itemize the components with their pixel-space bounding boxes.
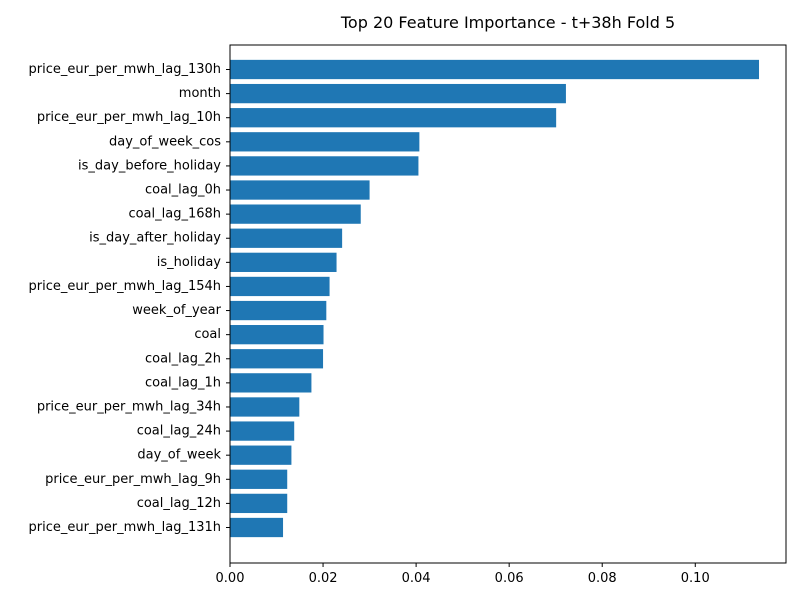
bar bbox=[230, 300, 327, 321]
x-tick-label: 0.06 bbox=[495, 571, 524, 586]
bar bbox=[230, 373, 312, 393]
bar bbox=[230, 108, 557, 128]
bar bbox=[230, 228, 343, 248]
bar bbox=[230, 132, 420, 152]
y-axis-ticks bbox=[226, 69, 230, 528]
y-tick-label: price_eur_per_mwh_lag_131h bbox=[29, 520, 221, 535]
x-tick-label: 0.00 bbox=[216, 571, 245, 586]
bar bbox=[230, 59, 760, 80]
bars-layer bbox=[230, 59, 760, 538]
bar bbox=[230, 252, 337, 272]
y-tick-label: day_of_week_cos bbox=[109, 134, 221, 149]
y-tick-label: coal_lag_168h bbox=[128, 207, 221, 222]
bar bbox=[230, 83, 566, 104]
y-tick-label: week_of_year bbox=[132, 303, 221, 318]
y-tick-label: is_day_after_holiday bbox=[89, 231, 221, 246]
y-tick-label: coal_lag_1h bbox=[145, 375, 221, 390]
plot-frame bbox=[229, 44, 787, 564]
bar bbox=[230, 349, 324, 369]
y-tick-label: coal_lag_0h bbox=[145, 183, 221, 198]
y-tick-label: coal_lag_2h bbox=[145, 351, 221, 366]
bar bbox=[230, 397, 300, 417]
y-tick-label: price_eur_per_mwh_lag_9h bbox=[45, 472, 221, 487]
bar bbox=[230, 469, 288, 489]
chart-title: Top 20 Feature Importance - t+38h Fold 5 bbox=[340, 13, 675, 32]
x-tick-label: 0.04 bbox=[402, 571, 431, 586]
y-tick-label: price_eur_per_mwh_lag_10h bbox=[37, 110, 221, 125]
y-tick-label: is_holiday bbox=[157, 255, 222, 270]
y-tick-label: coal_lag_12h bbox=[137, 496, 221, 511]
y-tick-label: price_eur_per_mwh_lag_34h bbox=[37, 399, 221, 414]
y-tick-label: day_of_week bbox=[137, 448, 221, 463]
bar bbox=[230, 421, 295, 441]
bar bbox=[230, 493, 288, 514]
x-tick-label: 0.02 bbox=[309, 571, 338, 586]
y-tick-label: coal_lag_24h bbox=[137, 424, 221, 439]
bar bbox=[230, 276, 330, 297]
y-tick-label: coal bbox=[194, 327, 221, 342]
bar bbox=[230, 180, 370, 200]
y-tick-label: price_eur_per_mwh_lag_130h bbox=[29, 62, 221, 77]
x-tick-label: 0.08 bbox=[588, 571, 617, 586]
x-tick-label: 0.10 bbox=[681, 571, 710, 586]
bar bbox=[230, 204, 361, 224]
y-tick-label: month bbox=[179, 86, 221, 101]
bar bbox=[230, 156, 419, 176]
bar bbox=[230, 445, 292, 465]
bar bbox=[230, 325, 324, 345]
x-axis-ticks: 0.00 0.02 0.04 0.06 0.08 0.10 bbox=[216, 563, 710, 586]
bar bbox=[230, 517, 284, 538]
y-tick-label: price_eur_per_mwh_lag_154h bbox=[29, 279, 221, 294]
y-tick-label: is_day_before_holiday bbox=[78, 158, 221, 173]
